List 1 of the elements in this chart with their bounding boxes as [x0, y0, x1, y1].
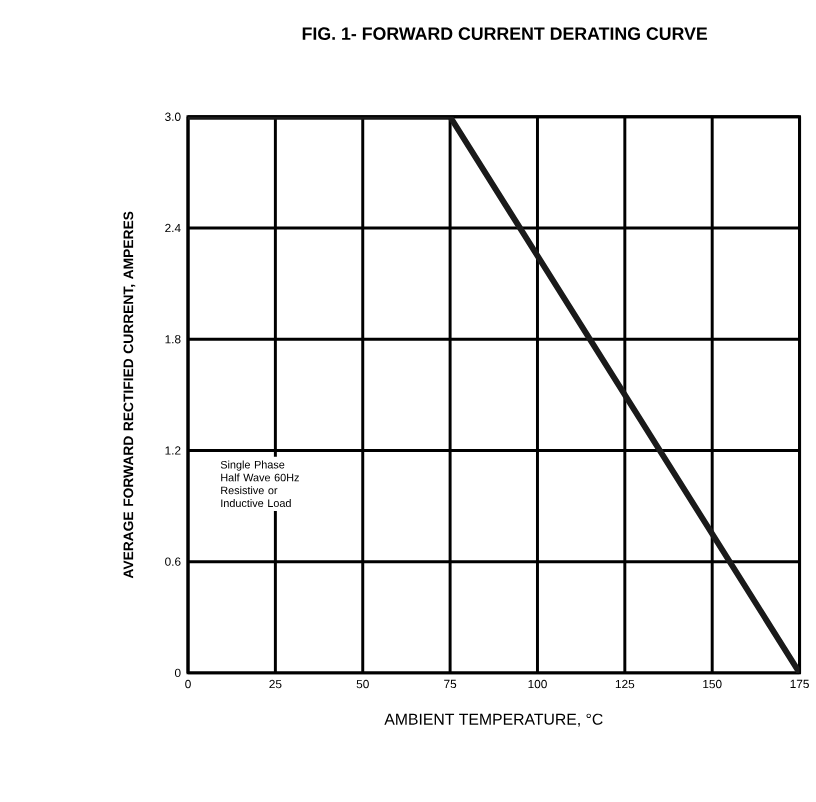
chart-title: FIG. 1- FORWARD CURRENT DERATING CURVE — [302, 27, 708, 41]
